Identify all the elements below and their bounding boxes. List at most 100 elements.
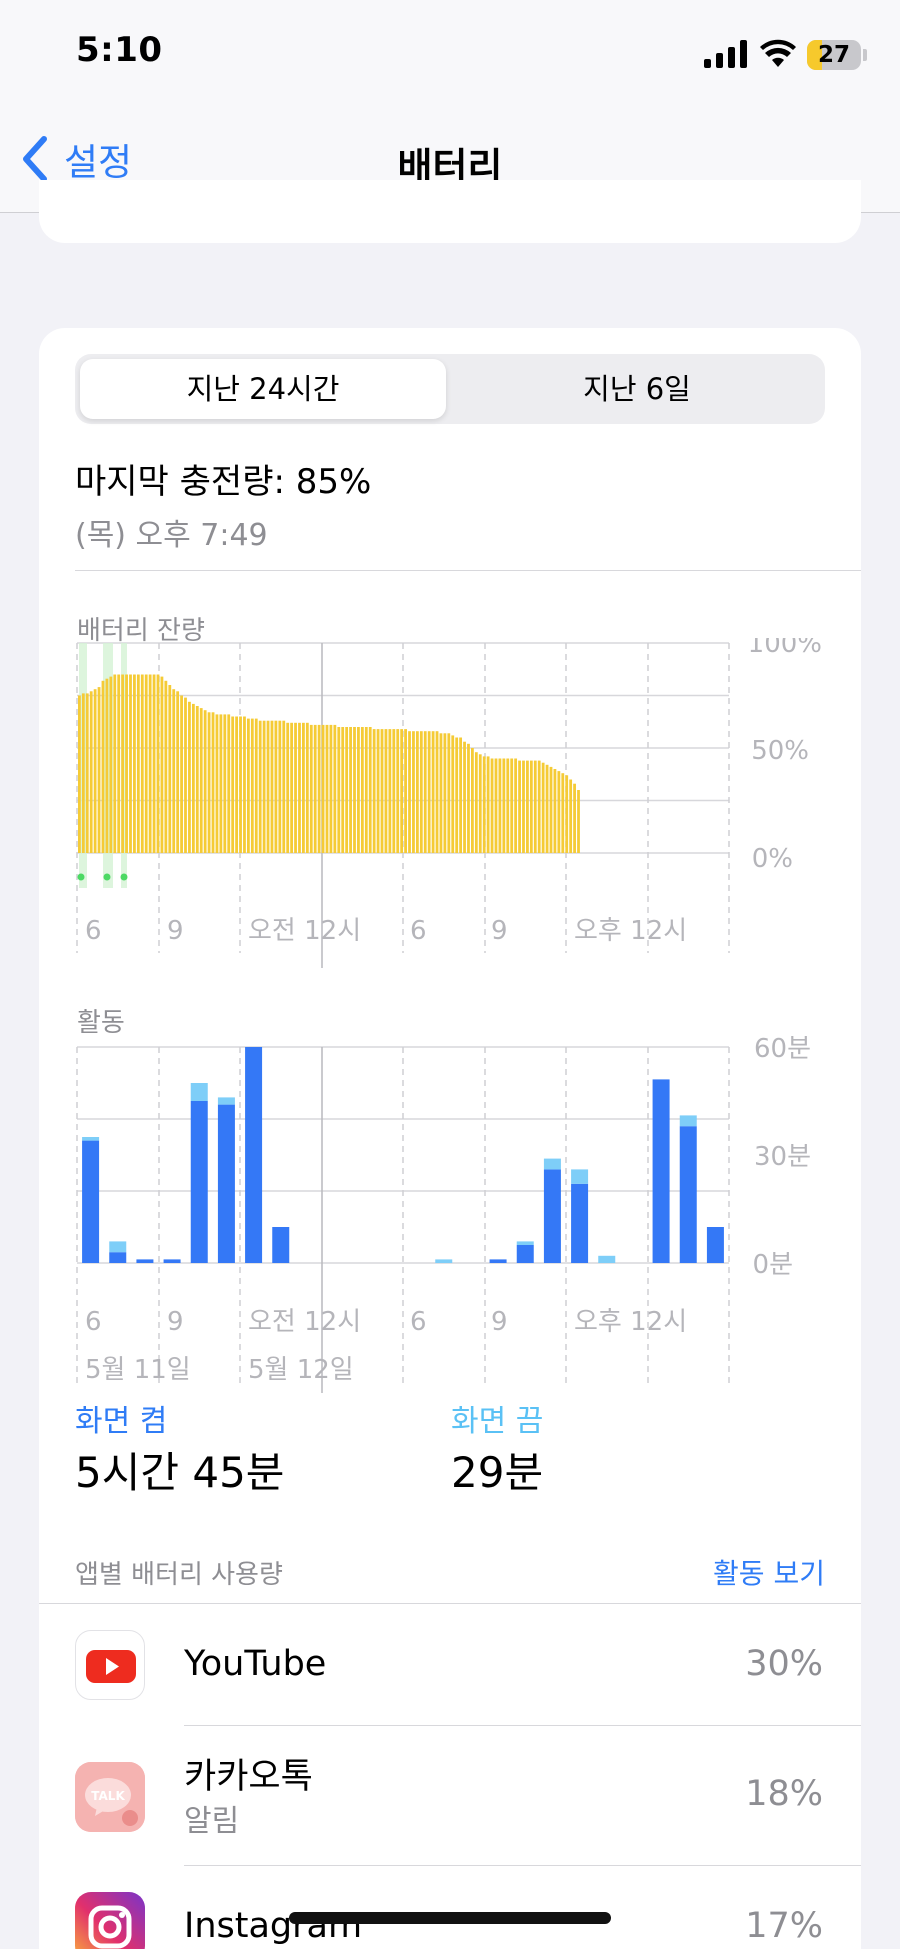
- screen-on-bar: [543, 1169, 561, 1263]
- battery-level-bar: [184, 697, 187, 853]
- divider: [39, 1603, 861, 1604]
- battery-level-bar: [101, 680, 105, 853]
- y-tick-label: 50%: [751, 736, 809, 766]
- battery-level-bar: [376, 729, 380, 853]
- app-name: 카카오톡: [184, 1757, 313, 1797]
- wifi-icon: [760, 39, 796, 67]
- x-tick-label: 6: [410, 916, 427, 946]
- kakaotalk-icon-text: TALK: [91, 1789, 125, 1803]
- segment-last-6-days[interactable]: 지난 6일: [583, 372, 691, 406]
- date-label: 5월 11일: [85, 1355, 191, 1385]
- battery-level-bar: [514, 758, 518, 853]
- battery-level-bar: [526, 760, 529, 853]
- battery-level-bar: [455, 737, 459, 853]
- screen-on-bar: [652, 1079, 670, 1263]
- x-tick-label: 오전 12시: [248, 916, 361, 946]
- segment-last-24-hours[interactable]: 지난 24시간: [80, 359, 446, 419]
- battery-level-bar: [125, 674, 128, 853]
- battery-level-bar: [191, 703, 195, 853]
- battery-level-bar: [156, 674, 160, 853]
- battery-level-bar: [290, 722, 294, 853]
- activity-chart: 60분 30분 0분 6 9 오전 12시 6 9 오후 12시 5월 11일 5월 12일: [76, 1034, 811, 1393]
- battery-level-bar: [286, 722, 290, 853]
- battery-level-bar: [243, 716, 246, 853]
- screen-on-bar: [217, 1104, 235, 1263]
- battery-level-bar: [305, 722, 309, 853]
- screen-off-bar: [679, 1115, 697, 1127]
- battery-level-bar: [553, 769, 557, 853]
- battery-level-bar: [89, 691, 93, 853]
- battery-level-bar: [152, 674, 156, 853]
- screen-on-bar: [136, 1259, 154, 1263]
- battery-level-bar: [537, 760, 541, 853]
- battery-level-bar: [239, 716, 242, 853]
- divider: [75, 570, 861, 571]
- battery-level-bar: [360, 727, 364, 853]
- divider: [184, 1725, 861, 1726]
- battery-level-bar: [235, 716, 238, 853]
- battery-level-bar: [557, 771, 561, 853]
- battery-level-bar: [533, 760, 537, 853]
- battery-level-bar: [549, 766, 553, 853]
- app-battery-percent: 30%: [745, 1644, 823, 1684]
- app-row-kakaotalk[interactable]: TALK 카카오톡 알림 18%: [39, 1726, 861, 1866]
- battery-level-bar: [294, 722, 297, 853]
- battery-level-bar: [404, 729, 407, 853]
- screen-on-bar: [571, 1183, 589, 1263]
- battery-level-bar: [408, 731, 411, 853]
- battery-level-bar: [298, 722, 301, 853]
- battery-level-bar: [380, 729, 384, 853]
- battery-level-bar: [502, 758, 506, 853]
- battery-level-bar: [78, 695, 81, 853]
- battery-level-bar: [313, 724, 317, 853]
- previous-card-bottom: [39, 180, 861, 243]
- battery-level-bar: [282, 720, 286, 853]
- screen-on-bar: [706, 1227, 724, 1263]
- battery-level-bar: [329, 724, 333, 853]
- battery-level-bar: [423, 731, 427, 853]
- battery-level-bar: [258, 720, 262, 853]
- screen-off-bar: [435, 1259, 453, 1263]
- show-activity-link[interactable]: 활동 보기: [713, 1557, 825, 1590]
- screen-on-bar: [489, 1259, 507, 1263]
- battery-level-bar: [195, 706, 199, 853]
- battery-level-bar: [144, 674, 148, 853]
- screen-off-value: 29분: [451, 1448, 544, 1497]
- battery-level-bar: [160, 676, 164, 853]
- battery-level-bar: [199, 708, 203, 853]
- battery-level-bar: [431, 731, 435, 853]
- battery-level-bar: [419, 731, 423, 853]
- battery-level-bar: [522, 760, 525, 853]
- battery-level-bar: [129, 674, 132, 853]
- x-tick-label: 오전 12시: [248, 1307, 361, 1337]
- y-tick-label: 0분: [753, 1250, 793, 1280]
- home-indicator[interactable]: [289, 1912, 611, 1924]
- y-tick-label: 30분: [754, 1142, 811, 1172]
- battery-level-bar: [341, 727, 345, 853]
- battery-level-bar: [246, 718, 250, 853]
- battery-level-bar: [274, 720, 278, 853]
- battery-level-bar: [451, 735, 455, 853]
- battery-level-bar: [415, 731, 419, 853]
- battery-level-bar: [474, 752, 478, 853]
- app-row-instagram[interactable]: Instagram 17%: [39, 1866, 861, 1949]
- battery-level-bar: [510, 758, 514, 853]
- charging-dot: [120, 873, 128, 881]
- back-button[interactable]: 설정: [20, 134, 132, 184]
- app-row-youtube[interactable]: YouTube 30%: [39, 1604, 861, 1726]
- battery-level-bar: [459, 737, 463, 853]
- battery-level-bar: [471, 748, 474, 853]
- battery-level-bar: [353, 727, 356, 853]
- battery-level-bar: [117, 674, 121, 853]
- screen-off-bar: [598, 1255, 616, 1263]
- battery-level-bar: [577, 790, 580, 853]
- activity-chart-label: 활동: [77, 1008, 125, 1038]
- screen-off-bar: [190, 1083, 208, 1101]
- battery-level-bar: [467, 743, 470, 853]
- screen-on-bar: [190, 1101, 208, 1263]
- battery-level-bar: [368, 727, 372, 853]
- battery-level-bar: [250, 718, 254, 853]
- battery-chart-label: 배터리 잔량: [77, 616, 205, 646]
- battery-usage-card: 지난 24시간 지난 6일 마지막 충전량: 85% (목) 오후 7:49 배…: [39, 328, 861, 1949]
- battery-level-bar: [309, 724, 313, 853]
